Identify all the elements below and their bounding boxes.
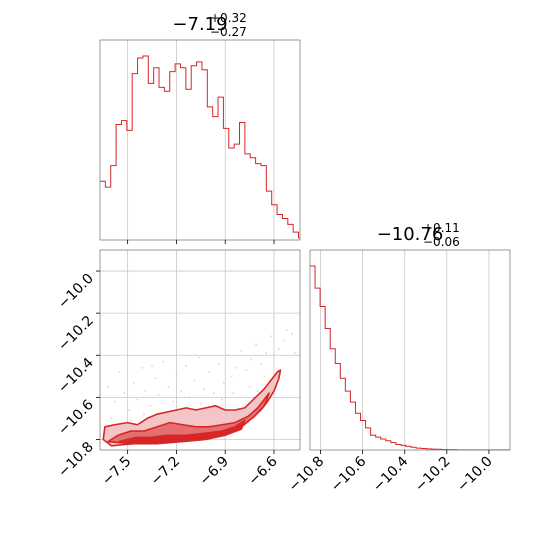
ticks-right: −10.8 −10.6 −10.4 −10.2 −10.0: [286, 450, 496, 495]
scatter-point: [221, 398, 223, 401]
joint-y-tick-label: −10.8: [55, 439, 97, 481]
scatter-point: [123, 392, 126, 395]
joint-y-tick-label: −10.6: [55, 397, 97, 439]
scatter-point: [212, 392, 215, 395]
scatter-point: [263, 375, 266, 378]
scatter-point: [113, 400, 116, 403]
marginal-y-title-sub: −0.06: [423, 235, 460, 249]
scatter-point: [188, 396, 191, 399]
scatter-point: [162, 360, 165, 363]
marginal-x-title-sub: −0.27: [210, 25, 247, 39]
scatter-point: [118, 371, 121, 374]
scatter-point: [129, 419, 132, 422]
scatter-point: [133, 381, 136, 384]
histogram-x-step: [100, 55, 300, 239]
scatter-point: [256, 390, 259, 392]
scatter-points: [107, 316, 297, 422]
joint-x-tick-label: −6.9: [197, 454, 232, 489]
scatter-point: [167, 385, 170, 388]
panel-joint-frame: [99, 249, 301, 451]
marginal-y-title-sup: +0.11: [423, 221, 460, 235]
marginal-x-title: −7.19: [172, 14, 227, 35]
scatter-point: [232, 392, 235, 395]
scatter-point: [110, 417, 113, 420]
panel-marginal-x: −7.19 +0.32 −0.27: [99, 11, 301, 244]
panel-marginal-y: −10.8 −10.6 −10.4 −10.2 −10.0 −10.76 +0.11 −…: [286, 221, 511, 495]
marginal-y-title: −10.76: [377, 224, 444, 245]
scatter-point: [143, 413, 145, 416]
scatter-point: [273, 316, 275, 319]
scatter-point: [217, 362, 220, 365]
right-x-tick-label: −10.2: [412, 454, 454, 496]
panel-top-frame: [99, 39, 301, 241]
scatter-point: [107, 385, 110, 388]
marginal-y-title-value: −10.76: [377, 224, 444, 245]
marginal-x-title-value: −7.19: [172, 14, 227, 35]
scatter-point: [286, 329, 288, 331]
contour-inner: [118, 419, 246, 445]
scatter-point: [144, 390, 147, 392]
scatter-point: [136, 398, 139, 401]
histogram-y-step: [310, 265, 510, 451]
joint-x-tick-label: −7.5: [99, 454, 134, 489]
scatter-point: [180, 390, 183, 392]
scatter-point: [245, 369, 248, 371]
scatter-point: [222, 381, 225, 384]
scatter-point: [260, 362, 262, 365]
scatter-point: [193, 379, 196, 382]
scatter-point: [149, 404, 152, 407]
scatter-point: [255, 343, 257, 346]
joint-x-tick-label: −7.2: [148, 454, 183, 489]
right-x-tick-label: −10.4: [370, 453, 412, 495]
scatter-point: [154, 377, 157, 380]
scatter-point: [290, 333, 293, 336]
panel-right-frame: [309, 249, 511, 451]
grid-right: [320, 250, 490, 450]
scatter-point: [175, 373, 178, 376]
scatter-point: [264, 352, 267, 355]
scatter-point: [198, 356, 201, 359]
grid-top: [127, 40, 275, 240]
joint-x-tick-label: −6.6: [245, 453, 280, 488]
panel-joint: −7.5 −7.2 −6.9 −6.6 −10.0−10.2−10.4−10.6−10.…: [55, 249, 301, 489]
scatter-point: [277, 348, 280, 350]
scatter-point: [248, 385, 251, 388]
right-x-tick-label: −10.0: [454, 454, 496, 496]
ticks-top: [127, 240, 275, 244]
right-x-tick-label: −10.6: [328, 453, 370, 495]
scatter-point: [235, 366, 238, 369]
scatter-point: [151, 364, 153, 367]
scatter-point: [141, 366, 144, 369]
joint-y-tick-label: −10.4: [55, 355, 97, 397]
scatter-point: [230, 375, 233, 378]
scatter-point: [294, 352, 297, 355]
scatter-point: [208, 371, 210, 374]
scatter-point: [269, 335, 272, 338]
scatter-point: [172, 400, 175, 403]
scatter-point: [282, 339, 285, 342]
scatter-point: [227, 354, 230, 357]
scatter-point: [240, 350, 243, 352]
scatter-point: [128, 409, 131, 411]
joint-y-tick-label: −10.2: [55, 313, 97, 355]
marginal-x-title-sup: +0.32: [210, 11, 247, 25]
contour-levels: [102, 369, 282, 447]
joint-y-tick-label: −10.0: [55, 271, 97, 313]
scatter-point: [157, 394, 160, 397]
ticks-joint: −7.5 −7.2 −6.9 −6.6 −10.0−10.2−10.4−10.6−10.…: [55, 271, 281, 489]
scatter-point: [199, 402, 202, 405]
scatter-point: [203, 388, 205, 390]
right-x-tick-label: −10.8: [286, 454, 328, 496]
scatter-point: [250, 358, 253, 361]
scatter-point: [185, 364, 188, 367]
